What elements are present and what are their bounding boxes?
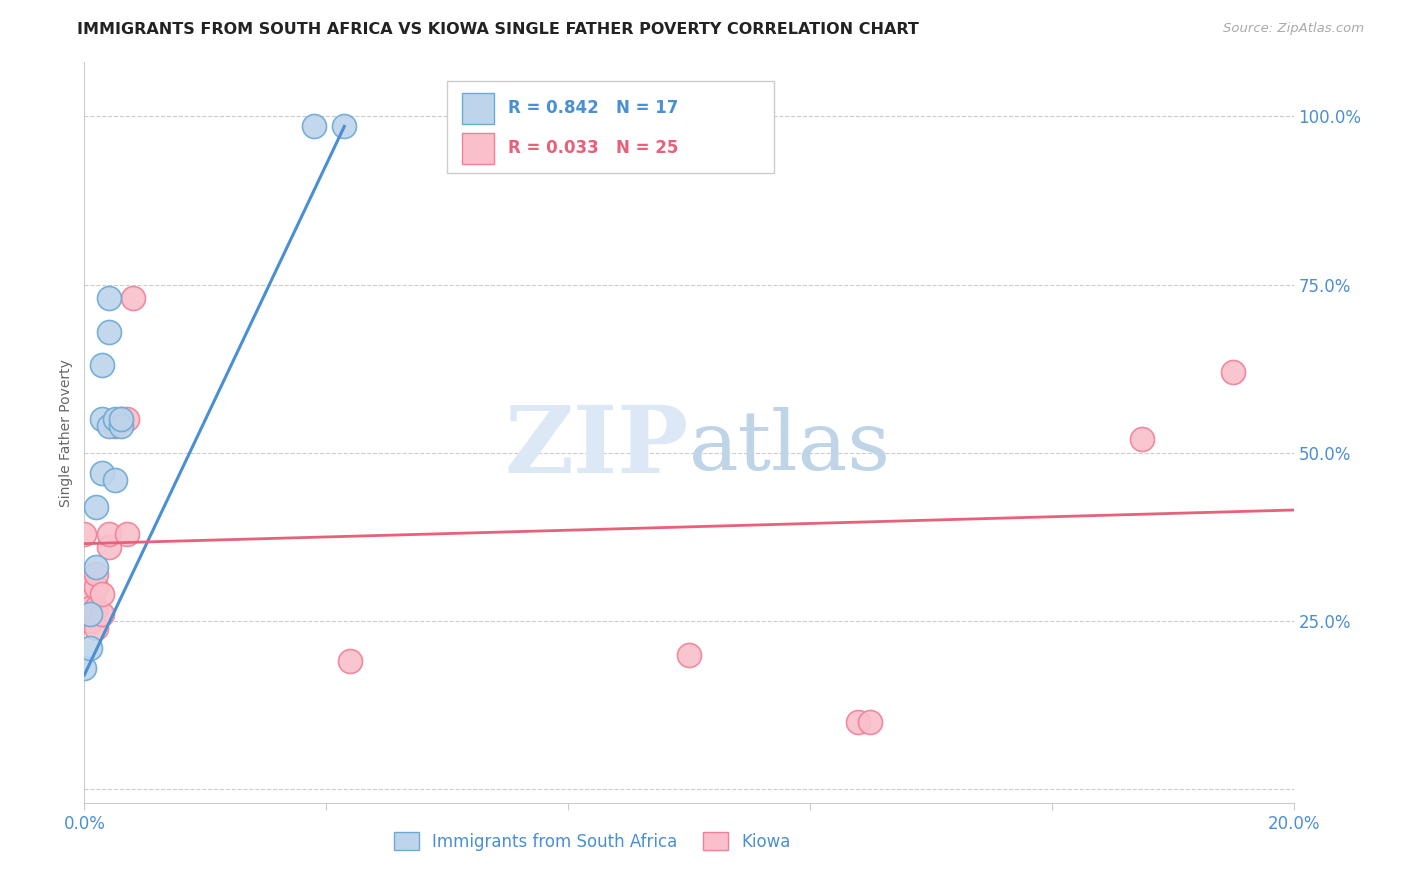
Point xyxy=(73,526,96,541)
Point xyxy=(97,325,120,339)
Point xyxy=(73,581,96,595)
Point xyxy=(79,640,101,655)
Point xyxy=(79,607,101,622)
Text: R = 0.033   N = 25: R = 0.033 N = 25 xyxy=(508,139,678,157)
Point xyxy=(79,607,101,622)
Point xyxy=(86,560,108,574)
Point xyxy=(79,600,101,615)
Point xyxy=(339,655,361,669)
Text: atlas: atlas xyxy=(689,408,891,487)
Text: Source: ZipAtlas.com: Source: ZipAtlas.com xyxy=(1223,22,1364,36)
Point xyxy=(91,466,114,480)
FancyBboxPatch shape xyxy=(461,133,495,164)
Point xyxy=(333,120,356,134)
Point xyxy=(678,648,700,662)
Text: R = 0.842   N = 17: R = 0.842 N = 17 xyxy=(508,99,678,117)
Point xyxy=(86,600,108,615)
Point xyxy=(104,473,127,487)
Point xyxy=(79,614,101,628)
Point xyxy=(846,714,869,729)
Point xyxy=(97,418,120,433)
Point xyxy=(859,714,882,729)
Point xyxy=(110,412,132,426)
Point xyxy=(115,412,138,426)
Point xyxy=(97,291,120,305)
Point xyxy=(121,291,143,305)
FancyBboxPatch shape xyxy=(461,93,495,124)
Point xyxy=(91,412,114,426)
Point xyxy=(91,587,114,601)
Point xyxy=(104,418,127,433)
Point xyxy=(104,412,127,426)
Point xyxy=(86,621,108,635)
Point xyxy=(73,661,96,675)
Point xyxy=(1222,365,1244,379)
Point xyxy=(79,594,101,608)
Point xyxy=(110,418,132,433)
Text: IMMIGRANTS FROM SOUTH AFRICA VS KIOWA SINGLE FATHER POVERTY CORRELATION CHART: IMMIGRANTS FROM SOUTH AFRICA VS KIOWA SI… xyxy=(77,22,920,37)
Point xyxy=(110,412,132,426)
Point xyxy=(86,500,108,514)
FancyBboxPatch shape xyxy=(447,81,773,173)
Point xyxy=(97,540,120,554)
Point xyxy=(86,581,108,595)
Legend: Immigrants from South Africa, Kiowa: Immigrants from South Africa, Kiowa xyxy=(388,825,797,857)
Point xyxy=(115,526,138,541)
Point xyxy=(97,526,120,541)
Y-axis label: Single Father Poverty: Single Father Poverty xyxy=(59,359,73,507)
Point xyxy=(91,359,114,373)
Text: ZIP: ZIP xyxy=(505,402,689,492)
Point xyxy=(1130,433,1153,447)
Point xyxy=(86,566,108,581)
Point xyxy=(302,120,325,134)
Point xyxy=(91,607,114,622)
